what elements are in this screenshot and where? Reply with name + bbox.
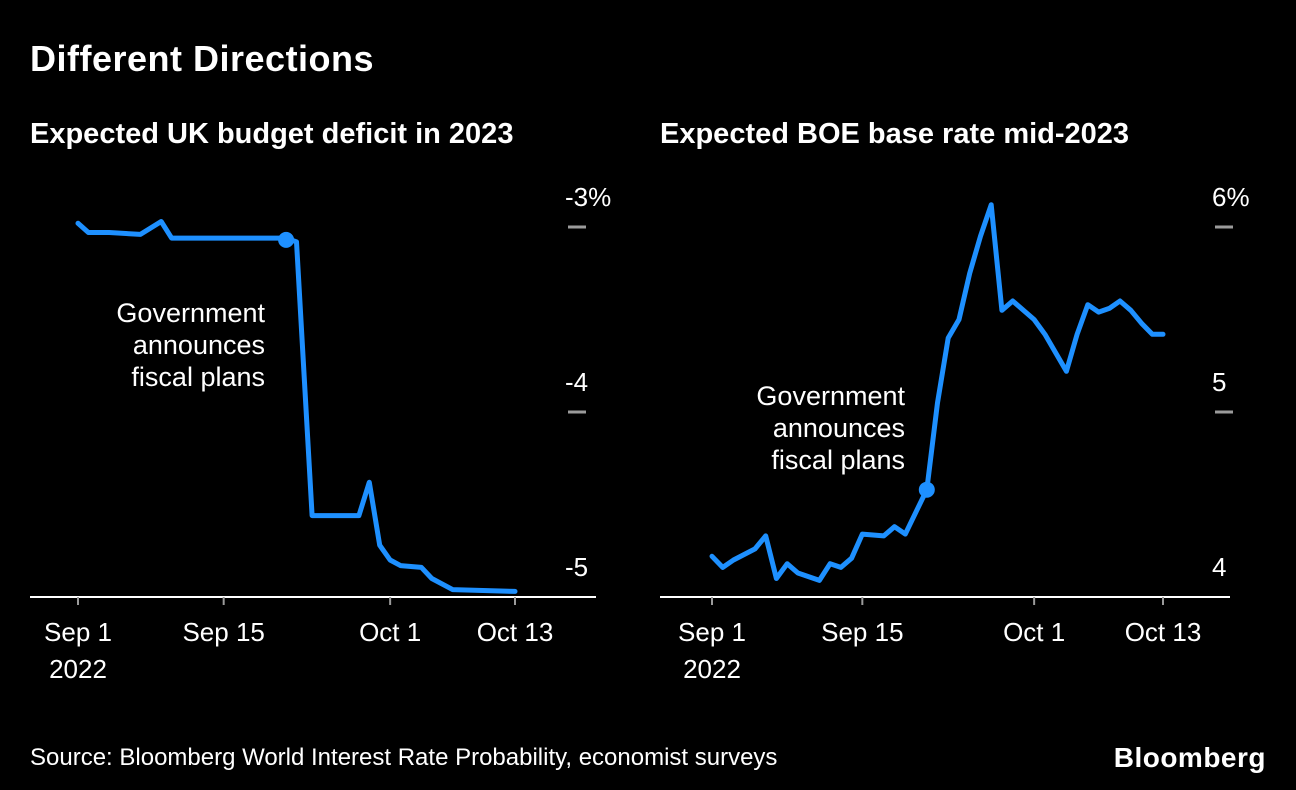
bloomberg-logo: Bloomberg [1113, 742, 1266, 773]
figure-title: Different Directions [30, 38, 375, 79]
x-tick-year-label: 2022 [683, 654, 741, 684]
annotation-text: announces [133, 330, 265, 360]
x-tick-label: Sep 1 [678, 617, 746, 647]
charts-row: Expected UK budget deficit in 2023 -3% -4… [0, 118, 1296, 687]
uk-deficit-chart-plot: -3% -4 -5 Sep 1 2022 Sep 15 Oct 1 Oct 13 Governm… [30, 182, 611, 684]
boe-rate-chart-panel: Expected BOE base rate mid-2023 6% 5 4 Sep … [660, 118, 1264, 687]
event-marker-dot [278, 231, 295, 248]
y-tick-label: 6% [1212, 182, 1250, 212]
x-tick-label: Oct 1 [1003, 617, 1065, 647]
uk-deficit-chart-panel: Expected UK budget deficit in 2023 -3% -4… [30, 118, 634, 687]
event-marker-dot [918, 481, 935, 498]
boe-rate-chart-plot: 6% 5 4 Sep 1 2022 Sep 15 Oct 1 Oct 13 Government… [660, 182, 1250, 684]
y-tick-label: 4 [1212, 552, 1226, 582]
annotation-text: Government [116, 298, 265, 328]
figure-footer: Source: Bloomberg World Interest Rate Pr… [0, 742, 1296, 774]
uk-deficit-chart-title: Expected UK budget deficit in 2023 [30, 118, 514, 150]
data-line [75, 219, 518, 594]
annotation-text: announces [773, 413, 905, 443]
y-tick-label: 5 [1212, 367, 1226, 397]
annotation-text: fiscal plans [771, 445, 905, 475]
annotation-text: Government [756, 381, 905, 411]
x-tick-label: Oct 13 [477, 617, 554, 647]
y-tick-label: -3% [565, 182, 611, 212]
x-tick-label: Oct 1 [359, 617, 421, 647]
y-tick-label: -4 [565, 367, 588, 397]
data-line [709, 202, 1166, 583]
x-tick-label: Oct 13 [1125, 617, 1202, 647]
x-tick-label: Sep 15 [182, 617, 264, 647]
x-tick-label: Sep 15 [821, 617, 903, 647]
x-tick-year-label: 2022 [49, 654, 107, 684]
source-text: Source: Bloomberg World Interest Rate Pr… [30, 744, 778, 771]
x-tick-label: Sep 1 [44, 617, 112, 647]
boe-rate-chart-title: Expected BOE base rate mid-2023 [660, 118, 1130, 150]
annotation-text: fiscal plans [131, 362, 265, 392]
y-tick-label: -5 [565, 552, 588, 582]
